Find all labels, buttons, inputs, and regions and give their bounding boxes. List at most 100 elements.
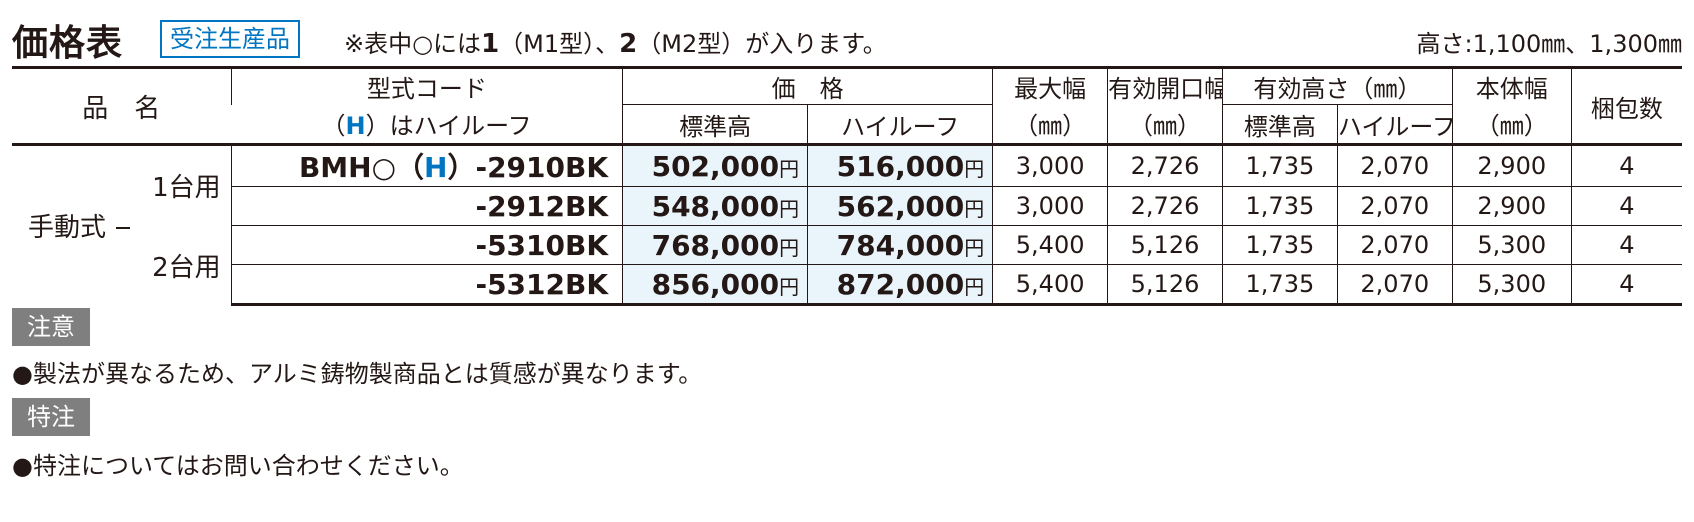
packages-value: 4	[1570, 264, 1682, 306]
note-mid1: （M1型）、	[499, 30, 620, 58]
model-suffix: -5312BK	[475, 267, 609, 301]
note-mid2: （M2型）が入ります。	[637, 30, 887, 58]
note-num1: 1	[481, 29, 500, 59]
note-num2: 2	[619, 29, 638, 59]
effective-opening-value: 2,726	[1107, 186, 1223, 226]
category-cell: 手動式	[12, 145, 131, 305]
eff-height-high-value: 2,070	[1336, 264, 1453, 306]
title-row: 価格表 受注生産品 ※表中○には1（M1型）、2（M2型）が入ります。 高さ:1…	[12, 12, 1683, 64]
yen-unit: 円	[964, 196, 985, 221]
eff-height-high-value: 2,070	[1336, 186, 1453, 226]
price-high-roof: 872,000円	[807, 264, 993, 306]
effective-opening-value: 2,726	[1107, 144, 1223, 187]
price-standard: 502,000円	[622, 144, 808, 187]
model-code: -5312BK	[230, 264, 623, 306]
header-eff-height-high: ハイルーフ	[1336, 104, 1453, 146]
eff-height-standard-value: 1,735	[1221, 264, 1338, 306]
price-table: 品 名 型式コード 価 格 最大幅 有効開口幅 有効高さ（㎜） 本体幅 梱包数 …	[12, 66, 1682, 306]
model-suffix: ）-2910BK	[447, 151, 609, 184]
header-max-width-unit: （㎜）	[992, 104, 1108, 146]
price-high-roof: 562,000円	[807, 186, 993, 226]
note-prefix: ※表中○には	[344, 30, 482, 58]
yen-unit: 円	[779, 274, 800, 299]
price-standard: 548,000円	[622, 186, 808, 226]
header-price-high: ハイルーフ	[807, 104, 993, 146]
yen-unit: 円	[964, 274, 985, 299]
model-suffix: -5310BK	[475, 228, 609, 262]
header-packages: 梱包数	[1570, 66, 1682, 146]
category-label: 手動式	[28, 212, 107, 243]
price-standard: 856,000円	[622, 264, 808, 306]
model-h: H	[424, 151, 448, 184]
price-value: 562,000	[836, 189, 965, 223]
header-product-name: 品 名	[12, 66, 232, 146]
max-width-value: 3,000	[992, 144, 1108, 187]
eff-height-standard-value: 1,735	[1221, 186, 1338, 226]
table-row: 手動式 1台用 BMH○（H）-2910BK 502,000円 516,000円…	[12, 144, 1682, 243]
yen-unit: 円	[964, 156, 985, 181]
price-value: 872,000	[836, 267, 965, 301]
header-effective-height: 有効高さ（㎜）	[1221, 66, 1453, 105]
special-order-label: 特注	[12, 398, 90, 436]
yen-unit: 円	[779, 156, 800, 181]
model-type-note: ※表中○には1（M1型）、2（M2型）が入ります。	[344, 24, 887, 59]
high-roof-text: ）はハイルーフ	[365, 112, 532, 141]
special-order-text: ●特注についてはお問い合わせください。	[12, 452, 464, 480]
page-title: 価格表	[12, 23, 124, 64]
model-prefix: BMH○（	[298, 151, 425, 184]
table-row: 2台用 -5310BK 768,000円 784,000円 5,400 5,12…	[12, 225, 1682, 283]
model-code: -2912BK	[230, 186, 623, 226]
group-1-label: 1台用	[152, 173, 221, 204]
body-width-value: 2,900	[1451, 144, 1572, 187]
yen-unit: 円	[779, 196, 800, 221]
table-row: -5312BK 856,000円 872,000円 5,400 5,126 1,…	[12, 264, 1682, 306]
model-code: -5310BK	[230, 225, 623, 265]
body-width-value: 2,900	[1451, 186, 1572, 226]
price-standard: 768,000円	[622, 225, 808, 265]
packages-value: 4	[1570, 225, 1682, 265]
effective-opening-value: 5,126	[1107, 264, 1223, 306]
header-body-width: 本体幅	[1451, 66, 1572, 105]
paren-open: （	[321, 112, 346, 141]
header-price-standard: 標準高	[622, 104, 808, 146]
model-suffix: -2912BK	[475, 189, 609, 223]
caution-label: 注意	[12, 308, 90, 346]
header-price: 価 格	[622, 66, 993, 105]
price-value: 502,000	[651, 149, 780, 183]
price-value: 516,000	[836, 149, 965, 183]
price-value: 548,000	[651, 189, 780, 223]
eff-height-high-value: 2,070	[1336, 144, 1453, 187]
caution-text: ●製法が異なるため、アルミ鋳物製商品とは質感が異なります。	[12, 360, 703, 388]
model-code: BMH○（H）-2910BK	[230, 144, 623, 187]
body-width-value: 5,300	[1451, 264, 1572, 306]
header-model-code: 型式コード	[230, 66, 623, 105]
header-body-width-unit: （㎜）	[1451, 104, 1572, 146]
yen-unit: 円	[779, 235, 800, 260]
header-max-width: 最大幅	[992, 66, 1108, 105]
price-value: 784,000	[836, 228, 965, 262]
price-high-roof: 784,000円	[807, 225, 993, 265]
price-value: 856,000	[651, 267, 780, 301]
price-high-roof: 516,000円	[807, 144, 993, 187]
made-to-order-badge: 受注生産品	[160, 20, 300, 58]
packages-value: 4	[1570, 186, 1682, 226]
packages-value: 4	[1570, 144, 1682, 187]
max-width-value: 3,000	[992, 186, 1108, 226]
body-width-value: 5,300	[1451, 225, 1572, 265]
eff-height-standard-value: 1,735	[1221, 144, 1338, 187]
category-dash	[116, 227, 131, 230]
group-2-label: 2台用	[152, 252, 221, 283]
header-effective-opening: 有効開口幅	[1107, 66, 1223, 105]
max-width-value: 5,400	[992, 264, 1108, 306]
eff-height-high-value: 2,070	[1336, 225, 1453, 265]
header-eff-height-standard: 標準高	[1221, 104, 1338, 146]
height-info: 高さ:1,100㎜、1,300㎜	[1416, 30, 1683, 58]
header-effective-opening-unit: （㎜）	[1107, 104, 1223, 146]
max-width-value: 5,400	[992, 225, 1108, 265]
header-model-code-sub: （H）はハイルーフ	[231, 104, 623, 146]
high-roof-letter: H	[345, 112, 366, 141]
table-row: -2912BK 548,000円 562,000円 3,000 2,726 1,…	[12, 186, 1682, 226]
eff-height-standard-value: 1,735	[1221, 225, 1338, 265]
yen-unit: 円	[964, 235, 985, 260]
effective-opening-value: 5,126	[1107, 225, 1223, 265]
